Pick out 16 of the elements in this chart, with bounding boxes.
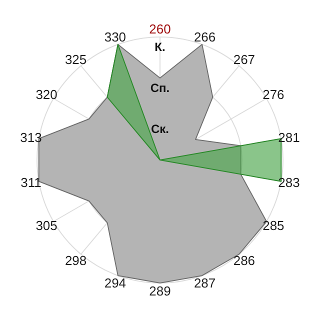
spoke-label: 305 bbox=[36, 218, 58, 233]
spoke-label: 266 bbox=[194, 29, 216, 44]
spoke-label: 325 bbox=[64, 52, 87, 68]
spoke-label: 330 bbox=[104, 29, 126, 44]
spoke-label: 294 bbox=[104, 276, 126, 291]
spoke-label: 287 bbox=[194, 276, 216, 291]
spoke-label: 320 bbox=[36, 87, 58, 102]
spoke-label: 260 bbox=[149, 22, 171, 36]
spoke-label: 298 bbox=[64, 252, 87, 268]
spoke-label: 289 bbox=[149, 284, 171, 298]
spoke-label: 285 bbox=[262, 218, 284, 233]
spoke-label: 286 bbox=[233, 252, 256, 268]
spoke-label: 283 bbox=[278, 175, 300, 190]
spoke-label: 311 bbox=[20, 175, 42, 190]
spoke-label: 281 bbox=[278, 130, 300, 145]
spoke-label: 313 bbox=[20, 130, 42, 145]
